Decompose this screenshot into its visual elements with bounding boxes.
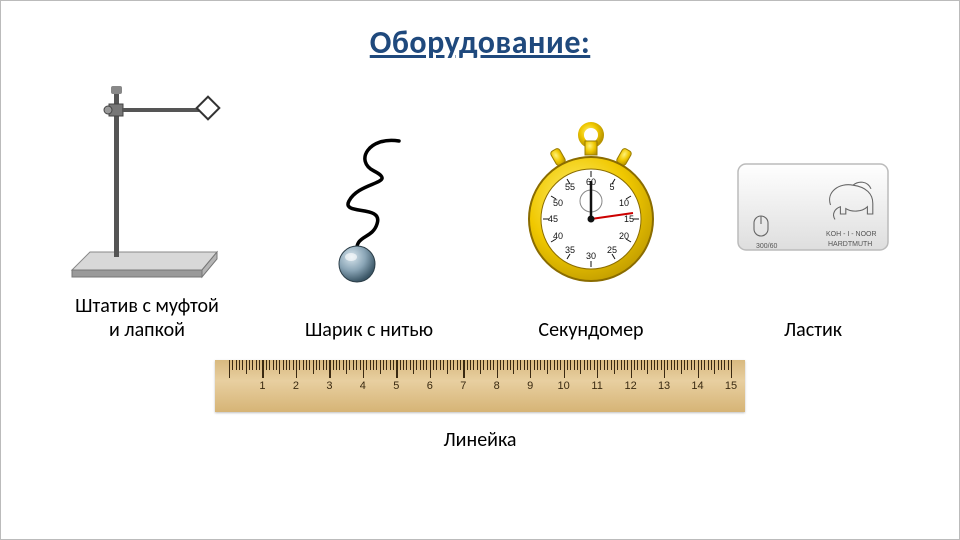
ruler-tick-label: 2 — [293, 380, 299, 392]
item-ball: Шарик с нитью — [264, 106, 474, 342]
ruler-tick-label: 6 — [427, 380, 433, 392]
svg-text:25: 25 — [607, 245, 617, 255]
svg-text:35: 35 — [565, 245, 575, 255]
ruler-tick-label: 11 — [591, 380, 602, 392]
item-stopwatch-label: Секундомер — [538, 318, 643, 342]
stopwatch-icon: 60 5 10 15 20 25 30 35 40 45 50 55 — [511, 106, 671, 306]
ruler-tick-label: 13 — [658, 380, 670, 392]
ruler-tick-label: 8 — [494, 380, 500, 392]
svg-text:45: 45 — [548, 214, 558, 224]
item-stand: Штатив с муфтой и лапкой — [42, 82, 252, 342]
ruler-tick-label: 14 — [691, 380, 703, 392]
item-ball-label: Шарик с нитью — [305, 318, 433, 342]
eraser-code: 300/60 — [756, 243, 778, 250]
ball-thread-icon — [299, 106, 439, 306]
item-stand-label: Штатив с муфтой и лапкой — [75, 294, 219, 342]
eraser-icon: 300/60 KOH - I - NOOR HARDTMUTH — [728, 106, 898, 306]
ruler-tick-label: 10 — [558, 380, 570, 392]
item-eraser: 300/60 KOH - I - NOOR HARDTMUTH Ластик — [708, 106, 918, 342]
svg-text:55: 55 — [565, 182, 575, 192]
page-title: Оборудование: — [1, 1, 959, 62]
svg-text:20: 20 — [619, 231, 629, 241]
item-ruler: 123456789101112131415 Линейка — [1, 360, 959, 452]
svg-text:5: 5 — [609, 182, 614, 192]
ruler-tick-label: 15 — [725, 380, 737, 392]
ruler-tick-label: 1 — [259, 380, 265, 392]
item-stopwatch: 60 5 10 15 20 25 30 35 40 45 50 55 — [486, 106, 696, 342]
ruler-icon: 123456789101112131415 — [215, 360, 745, 412]
equipment-row: Штатив с муфтой и лапкой Шарик с нитью — [1, 62, 959, 342]
item-eraser-label: Ластик — [784, 318, 842, 342]
ruler-tick-label: 4 — [360, 380, 366, 392]
svg-text:15: 15 — [624, 214, 634, 224]
ruler-tick-label: 5 — [393, 380, 399, 392]
eraser-brand-2: HARDTMUTH — [828, 241, 872, 248]
ruler-tick-label: 12 — [624, 380, 636, 392]
ruler-tick-label: 3 — [326, 380, 332, 392]
svg-text:10: 10 — [619, 198, 629, 208]
svg-text:30: 30 — [586, 251, 596, 261]
ruler-tick-label: 7 — [460, 380, 466, 392]
eraser-brand-1: KOH - I - NOOR — [826, 231, 877, 238]
item-ruler-label: Линейка — [443, 428, 516, 452]
stand-icon — [62, 82, 232, 282]
svg-text:50: 50 — [553, 198, 563, 208]
svg-text:40: 40 — [553, 231, 563, 241]
ruler-tick-label: 9 — [527, 380, 533, 392]
